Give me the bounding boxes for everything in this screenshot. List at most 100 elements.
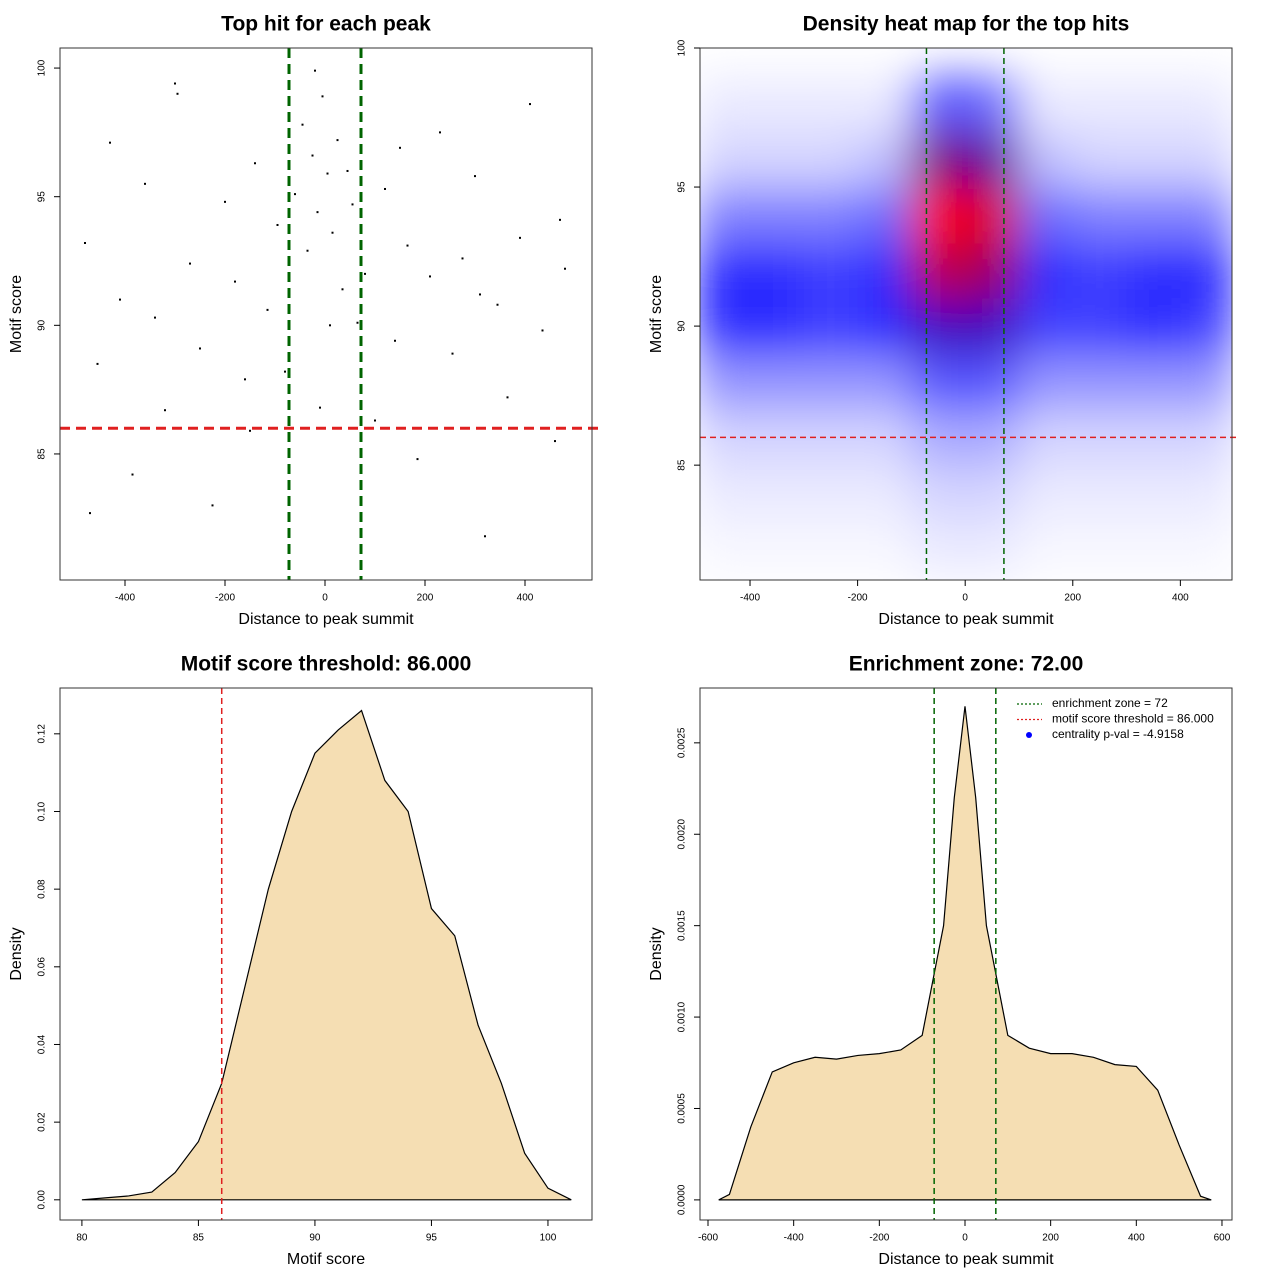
point — [319, 406, 321, 409]
heat-cell — [1180, 409, 1232, 467]
y-tick-label: 0.00 — [37, 1190, 48, 1210]
heat-cell — [803, 465, 859, 522]
y-axis-label: Density — [648, 927, 665, 980]
heat-cell — [911, 465, 967, 522]
chart-title: Enrichment zone: 72.00 — [849, 653, 1084, 676]
heat-cell — [750, 465, 805, 522]
point — [374, 419, 376, 422]
x-tick-label: -400 — [115, 593, 135, 604]
heat-cell — [700, 520, 752, 578]
y-tick-label: 0.0010 — [677, 1001, 688, 1032]
point — [234, 280, 236, 283]
heat-cell — [1126, 353, 1182, 411]
point — [346, 169, 349, 172]
point — [294, 193, 296, 196]
point — [496, 303, 499, 306]
x-tick-label: 80 — [76, 1233, 88, 1244]
heat-cell — [911, 298, 967, 355]
point — [351, 203, 354, 206]
point — [211, 504, 214, 507]
point — [244, 378, 246, 381]
y-tick-label: 90 — [37, 319, 48, 331]
x-tick-label: 95 — [426, 1233, 438, 1244]
plot-frame — [699, 47, 1233, 581]
heat-cell — [1180, 187, 1232, 244]
point — [131, 473, 134, 476]
heat-cell — [857, 187, 913, 244]
heat-cell — [700, 465, 752, 522]
point — [399, 146, 401, 149]
y-tick-label: 100 — [37, 59, 48, 76]
legend-symbol — [1026, 732, 1032, 738]
x-tick-label: -200 — [848, 593, 868, 604]
panel: -400 -200 0 200 400 85 90 95 100 Density heat map… — [648, 13, 1240, 628]
point — [541, 329, 544, 332]
y-tick-label: 0.0015 — [677, 910, 688, 941]
heat-cell — [911, 187, 967, 244]
point — [406, 244, 409, 247]
point — [154, 316, 156, 319]
point — [119, 298, 121, 301]
x-tick-label: 400 — [517, 593, 534, 604]
heat-cell — [1126, 242, 1182, 300]
point — [479, 293, 481, 296]
heat-cell — [1072, 353, 1128, 411]
point — [89, 512, 91, 515]
heat-cell — [803, 75, 859, 133]
y-axis-label: Motif score — [648, 275, 665, 353]
point — [416, 458, 419, 461]
heat-cell — [1018, 187, 1074, 244]
y-tick-label: 85 — [37, 448, 48, 460]
point — [336, 139, 339, 142]
y-tick-label: 0.0000 — [677, 1184, 688, 1215]
heat-cell — [965, 242, 1020, 300]
heatmap-cells — [700, 75, 1232, 578]
legend-label: motif score threshold = 86.000 — [1052, 712, 1214, 726]
heat-cell — [965, 465, 1020, 522]
heat-cell — [857, 242, 913, 300]
x-tick-label: 0 — [322, 593, 328, 604]
x-tick-label: 90 — [309, 1233, 321, 1244]
heat-cell — [1072, 465, 1128, 522]
point — [84, 241, 86, 244]
heat-cell — [750, 75, 805, 133]
heat-cell — [1180, 298, 1232, 355]
heat-cell — [1018, 131, 1074, 189]
heat-cell — [1018, 465, 1074, 522]
heat-cell — [1180, 242, 1232, 300]
plot-frame — [699, 687, 1233, 1221]
heat-cell — [911, 409, 967, 467]
point — [484, 535, 486, 538]
plot-frame — [59, 687, 593, 1221]
heat-cell — [700, 242, 752, 300]
heat-cell — [965, 353, 1020, 411]
point — [329, 324, 331, 327]
y-tick-label: 95 — [677, 181, 688, 193]
point — [474, 175, 476, 178]
density-area — [81, 709, 572, 1201]
heat-cell — [700, 298, 752, 355]
x-axis-label: Distance to peak summit — [878, 611, 1054, 628]
heat-cell — [1072, 242, 1128, 300]
heat-cell — [700, 131, 752, 189]
heat-cell — [803, 187, 859, 244]
heat-cell — [1180, 353, 1232, 411]
heat-cell — [857, 75, 913, 133]
point — [529, 103, 531, 106]
point — [199, 347, 201, 350]
point — [554, 440, 556, 443]
heat-cell — [1180, 75, 1232, 133]
point — [176, 92, 179, 95]
x-tick-label: 600 — [1214, 1233, 1231, 1244]
y-tick-label: 0.04 — [37, 1034, 48, 1054]
point — [311, 154, 314, 157]
point — [306, 249, 309, 252]
y-tick-label: 85 — [677, 459, 688, 471]
point — [356, 321, 359, 324]
heat-cell — [1072, 75, 1128, 133]
y-tick-label: 95 — [37, 191, 48, 203]
point — [451, 352, 454, 355]
point — [341, 288, 344, 291]
heat-cell — [965, 187, 1020, 244]
heat-cell — [803, 131, 859, 189]
